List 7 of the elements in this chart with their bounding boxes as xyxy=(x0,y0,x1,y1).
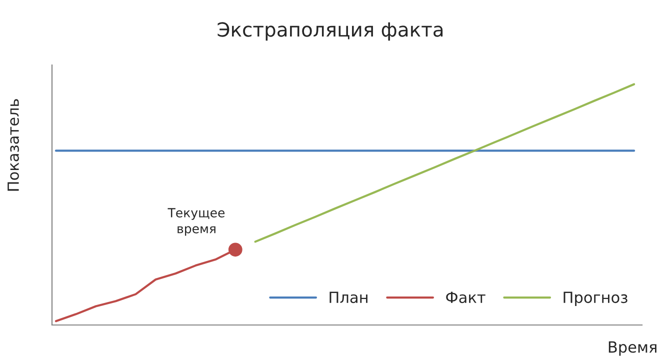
chart-title: Экстраполяция факта xyxy=(218,22,443,41)
annotation: Текущее время xyxy=(168,208,225,236)
legend-label: Факт xyxy=(446,292,486,304)
x-axis-title: Время xyxy=(608,341,656,356)
legend-label: Прогноз xyxy=(564,292,628,306)
y-axis-title: Показатель xyxy=(8,99,19,191)
legend-label: План xyxy=(330,292,368,304)
